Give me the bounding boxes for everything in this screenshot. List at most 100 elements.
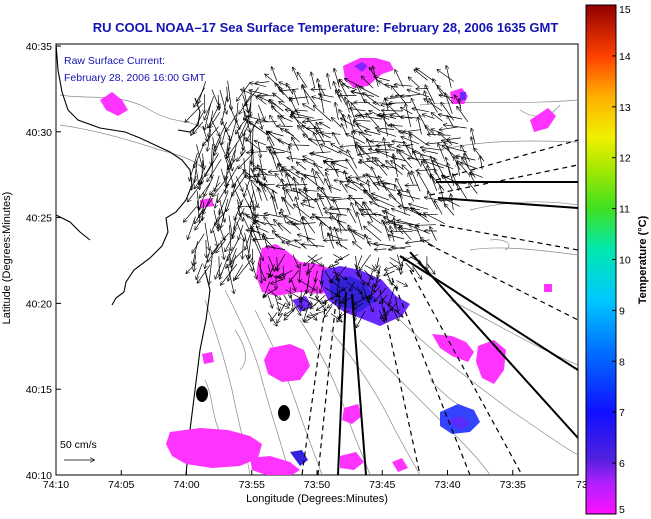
current-vector	[277, 312, 284, 323]
current-vector	[221, 198, 229, 228]
current-vector	[202, 126, 208, 141]
current-vector	[425, 85, 436, 105]
current-vector	[293, 188, 311, 201]
current-vector	[332, 118, 342, 128]
current-vector	[393, 154, 398, 177]
current-vector	[394, 296, 398, 312]
current-vector	[412, 171, 421, 192]
current-vector	[447, 147, 467, 153]
current-vector	[441, 103, 454, 121]
current-vector	[232, 175, 246, 196]
current-vector	[309, 311, 317, 320]
current-vector	[250, 83, 267, 88]
current-vector	[197, 264, 211, 283]
current-vector	[368, 180, 371, 193]
current-vector	[244, 176, 252, 196]
current-vector	[207, 159, 222, 181]
current-vector	[356, 271, 364, 285]
current-vector	[389, 286, 395, 305]
current-vector	[339, 90, 347, 106]
current-vector	[367, 159, 379, 167]
current-vector	[396, 280, 408, 286]
current-vector	[375, 158, 390, 170]
current-vector	[269, 132, 284, 137]
current-vector	[215, 192, 219, 208]
current-vector	[253, 199, 254, 215]
current-vector	[312, 257, 323, 263]
current-vector	[269, 147, 292, 154]
current-vector	[378, 265, 381, 278]
current-vector	[278, 116, 286, 127]
current-vector	[380, 294, 388, 303]
current-vector	[360, 160, 372, 169]
current-vector	[322, 188, 332, 208]
current-vector	[365, 265, 375, 270]
current-vector	[354, 231, 372, 240]
current-vector	[270, 100, 284, 112]
current-vector	[315, 296, 327, 310]
current-vector	[320, 280, 324, 293]
current-vector	[390, 231, 413, 232]
current-vector	[296, 197, 302, 217]
current-vector	[429, 99, 438, 113]
current-vector	[403, 130, 422, 132]
current-vector	[360, 148, 371, 159]
current-vector	[219, 256, 220, 276]
x-tick-label: 73:35	[500, 479, 526, 491]
y-axis-label: Latitude (Degrees:Minutes)	[1, 192, 13, 325]
current-vector	[227, 264, 234, 293]
current-vector	[258, 188, 262, 201]
current-vector	[211, 232, 230, 254]
current-vector	[226, 150, 233, 170]
current-vector	[196, 144, 203, 167]
map-title: RU COOL NOAA–17 Sea Surface Temperature:…	[92, 20, 559, 35]
current-vector	[321, 95, 325, 113]
current-vector	[214, 208, 228, 226]
current-vector	[276, 301, 289, 308]
current-vector	[371, 141, 390, 143]
current-vector	[357, 178, 371, 187]
current-vector	[213, 230, 217, 247]
current-vector	[268, 256, 275, 271]
current-vector	[242, 103, 246, 120]
current-vector	[331, 286, 348, 299]
current-vector	[270, 116, 278, 128]
current-vector	[444, 125, 467, 129]
current-vector	[268, 137, 276, 153]
current-vector	[361, 76, 374, 89]
current-vector	[388, 304, 403, 317]
current-vector	[284, 310, 294, 320]
current-vector	[446, 66, 452, 88]
current-vector	[428, 192, 438, 210]
current-vector	[215, 175, 220, 192]
current-vector	[203, 153, 205, 170]
current-vector	[230, 248, 237, 264]
current-vector	[227, 240, 239, 260]
current-vector	[325, 212, 347, 216]
current-vector	[317, 304, 326, 311]
current-vector	[431, 176, 438, 191]
current-vector	[356, 144, 364, 159]
current-vector	[279, 223, 292, 234]
current-vector	[209, 255, 213, 284]
current-vector	[269, 264, 275, 277]
current-vector	[207, 129, 212, 151]
current-vector	[447, 163, 455, 186]
current-vector	[368, 222, 382, 234]
current-vector	[308, 263, 315, 273]
y-axis-ticks: 40:35 40:30 40:25 40:20 40:15 40:10	[26, 41, 61, 482]
current-vector	[314, 163, 325, 177]
current-vector	[404, 142, 413, 159]
current-vector	[234, 207, 245, 230]
current-vector	[291, 221, 301, 231]
current-vector	[195, 216, 204, 230]
current-vector	[336, 90, 343, 103]
current-vector	[381, 182, 396, 186]
current-vector	[290, 294, 293, 311]
current-vector	[277, 126, 293, 127]
current-vector	[401, 137, 419, 145]
current-vector	[364, 190, 380, 207]
current-vector	[211, 217, 219, 232]
current-vector	[219, 141, 231, 167]
